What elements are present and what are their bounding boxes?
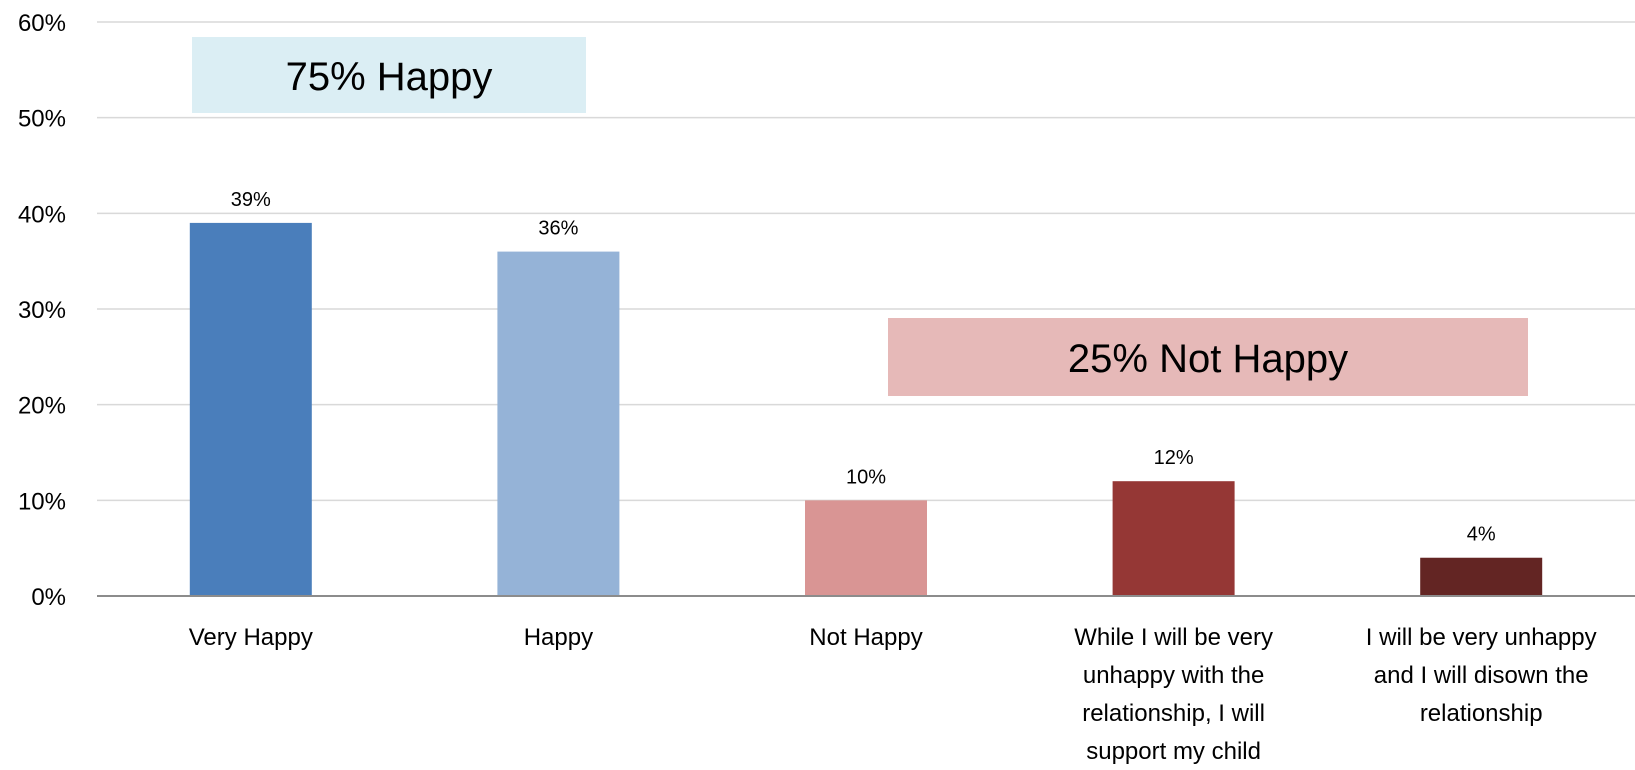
- data-label: 36%: [538, 218, 578, 240]
- y-tick-label: 40%: [18, 201, 66, 228]
- y-tick-label: 60%: [18, 10, 66, 37]
- callout-happy-text: 75% Happy: [286, 55, 493, 99]
- gridlines: [97, 21, 1635, 502]
- y-tick-label: 50%: [18, 106, 66, 133]
- callout-happy-box: [192, 37, 586, 113]
- bar: [497, 251, 620, 596]
- data-labels: 39% 36% 10% 12% 4%: [231, 189, 1496, 546]
- data-label: 39%: [231, 189, 271, 211]
- y-tick-label: 0%: [31, 584, 66, 611]
- callout-not-happy-text: 25% Not Happy: [1068, 337, 1348, 381]
- bar: [1420, 557, 1543, 596]
- bar: [189, 222, 312, 596]
- y-tick-label: 10%: [18, 488, 66, 515]
- bar: [1112, 481, 1235, 596]
- category-label: While I will be very unhappy with the rela…: [1074, 624, 1273, 765]
- bar: [805, 500, 927, 596]
- data-label: 10%: [846, 466, 886, 488]
- x-axis-category-labels: Very Happy Happy Not Happy While I will be …: [189, 624, 1597, 765]
- data-label: 4%: [1467, 524, 1496, 546]
- category-label: Happy: [524, 624, 593, 651]
- category-label: I will be very unhappy and I will disown …: [1366, 624, 1597, 727]
- y-axis-tick-labels: 0% 10% 20% 30% 40% 50% 60%: [18, 10, 66, 611]
- y-tick-label: 20%: [18, 393, 66, 420]
- callout-happy: 75% Happy: [192, 37, 586, 113]
- y-tick-label: 30%: [18, 297, 66, 324]
- callout-not-happy: 25% Not Happy: [888, 318, 1528, 396]
- callout-not-happy-box: [888, 318, 1528, 396]
- category-label: Very Happy: [189, 624, 313, 651]
- category-label: Not Happy: [809, 624, 922, 651]
- data-label: 12%: [1154, 447, 1194, 469]
- bars: [189, 222, 1543, 596]
